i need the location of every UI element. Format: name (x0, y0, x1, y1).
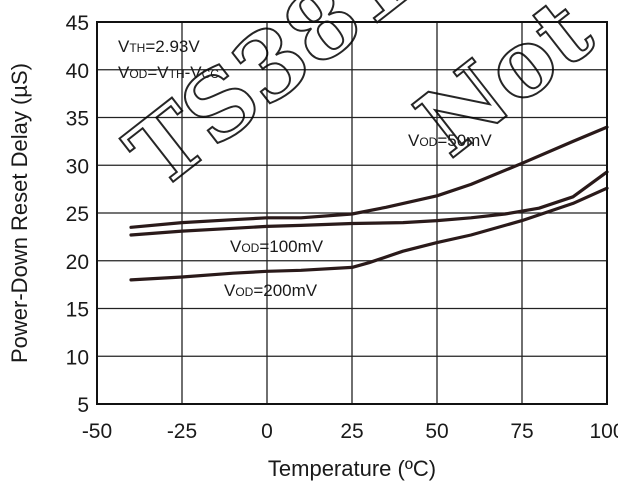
x-tick-label: 0 (261, 420, 273, 443)
grid (96, 21, 608, 405)
y-tick-label: 15 (66, 299, 89, 322)
x-tick-label: -50 (82, 420, 112, 443)
x-tick-label: 25 (340, 420, 363, 443)
x-tick-label: -25 (167, 420, 197, 443)
series-line (129, 125, 609, 229)
watermark-right: Not (397, 0, 612, 177)
y-axis-title: Power-Down Reset Delay (µS) (7, 63, 32, 363)
x-tick-labels: -50 -25 0 25 50 75 100 (82, 420, 618, 443)
y-tick-label: 25 (66, 203, 89, 226)
y-tick-label: 30 (66, 155, 89, 178)
annotation-label: VOD=50mV (408, 131, 492, 150)
y-tick-label: 10 (66, 346, 89, 369)
series-lines (129, 125, 609, 282)
annotation-label: VOD=100mV (230, 237, 324, 256)
y-tick-label: 5 (77, 394, 89, 417)
annotation-label: VTH=2.93V (118, 37, 200, 56)
annotation-label: VOD=VTH-VCC (118, 63, 219, 82)
annotation-label: VOD=200mV (224, 281, 318, 300)
watermark-left: TS381 (107, 0, 431, 209)
watermark: TS381 Not (106, 0, 613, 210)
conditions-legend: VTH=2.93V VOD=VTH-VCC (118, 37, 219, 82)
x-tick-label: 75 (510, 420, 533, 443)
y-tick-label: 40 (66, 60, 89, 83)
x-tick-label: 50 (425, 420, 448, 443)
plot-frame (96, 21, 608, 405)
series-line (129, 186, 609, 282)
y-tick-labels: 5 10 15 20 25 30 35 40 45 (66, 12, 89, 417)
x-tick-label: 100 (589, 420, 618, 443)
curve-labels: VOD=50mV VOD=100mV VOD=200mV (224, 131, 492, 300)
y-tick-label: 35 (66, 108, 89, 131)
y-tick-label: 20 (66, 251, 89, 274)
y-tick-label: 45 (66, 12, 89, 35)
series-line (129, 170, 609, 237)
x-axis-title: Temperature (ºC) (268, 456, 436, 481)
